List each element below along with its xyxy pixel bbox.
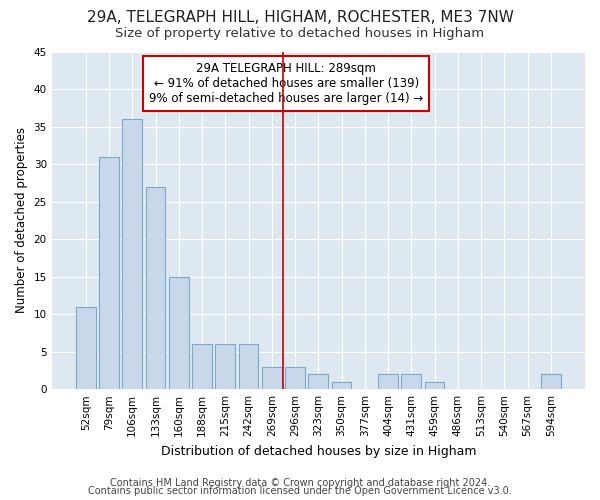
Bar	[308, 374, 328, 389]
Bar	[239, 344, 259, 389]
Text: 29A, TELEGRAPH HILL, HIGHAM, ROCHESTER, ME3 7NW: 29A, TELEGRAPH HILL, HIGHAM, ROCHESTER, …	[86, 10, 514, 25]
Text: Contains HM Land Registry data © Crown copyright and database right 2024.: Contains HM Land Registry data © Crown c…	[110, 478, 490, 488]
X-axis label: Distribution of detached houses by size in Higham: Distribution of detached houses by size …	[161, 444, 476, 458]
Text: Size of property relative to detached houses in Higham: Size of property relative to detached ho…	[115, 28, 485, 40]
Text: Contains public sector information licensed under the Open Government Licence v3: Contains public sector information licen…	[88, 486, 512, 496]
Bar	[192, 344, 212, 389]
Y-axis label: Number of detached properties: Number of detached properties	[15, 128, 28, 314]
Bar	[76, 306, 95, 389]
Bar	[146, 186, 166, 389]
Bar	[122, 119, 142, 389]
Bar	[215, 344, 235, 389]
Text: 29A TELEGRAPH HILL: 289sqm
← 91% of detached houses are smaller (139)
9% of semi: 29A TELEGRAPH HILL: 289sqm ← 91% of deta…	[149, 62, 424, 104]
Bar	[99, 156, 119, 389]
Bar	[285, 366, 305, 389]
Bar	[425, 382, 445, 389]
Bar	[378, 374, 398, 389]
Bar	[262, 366, 282, 389]
Bar	[169, 276, 188, 389]
Bar	[541, 374, 561, 389]
Bar	[401, 374, 421, 389]
Bar	[332, 382, 352, 389]
